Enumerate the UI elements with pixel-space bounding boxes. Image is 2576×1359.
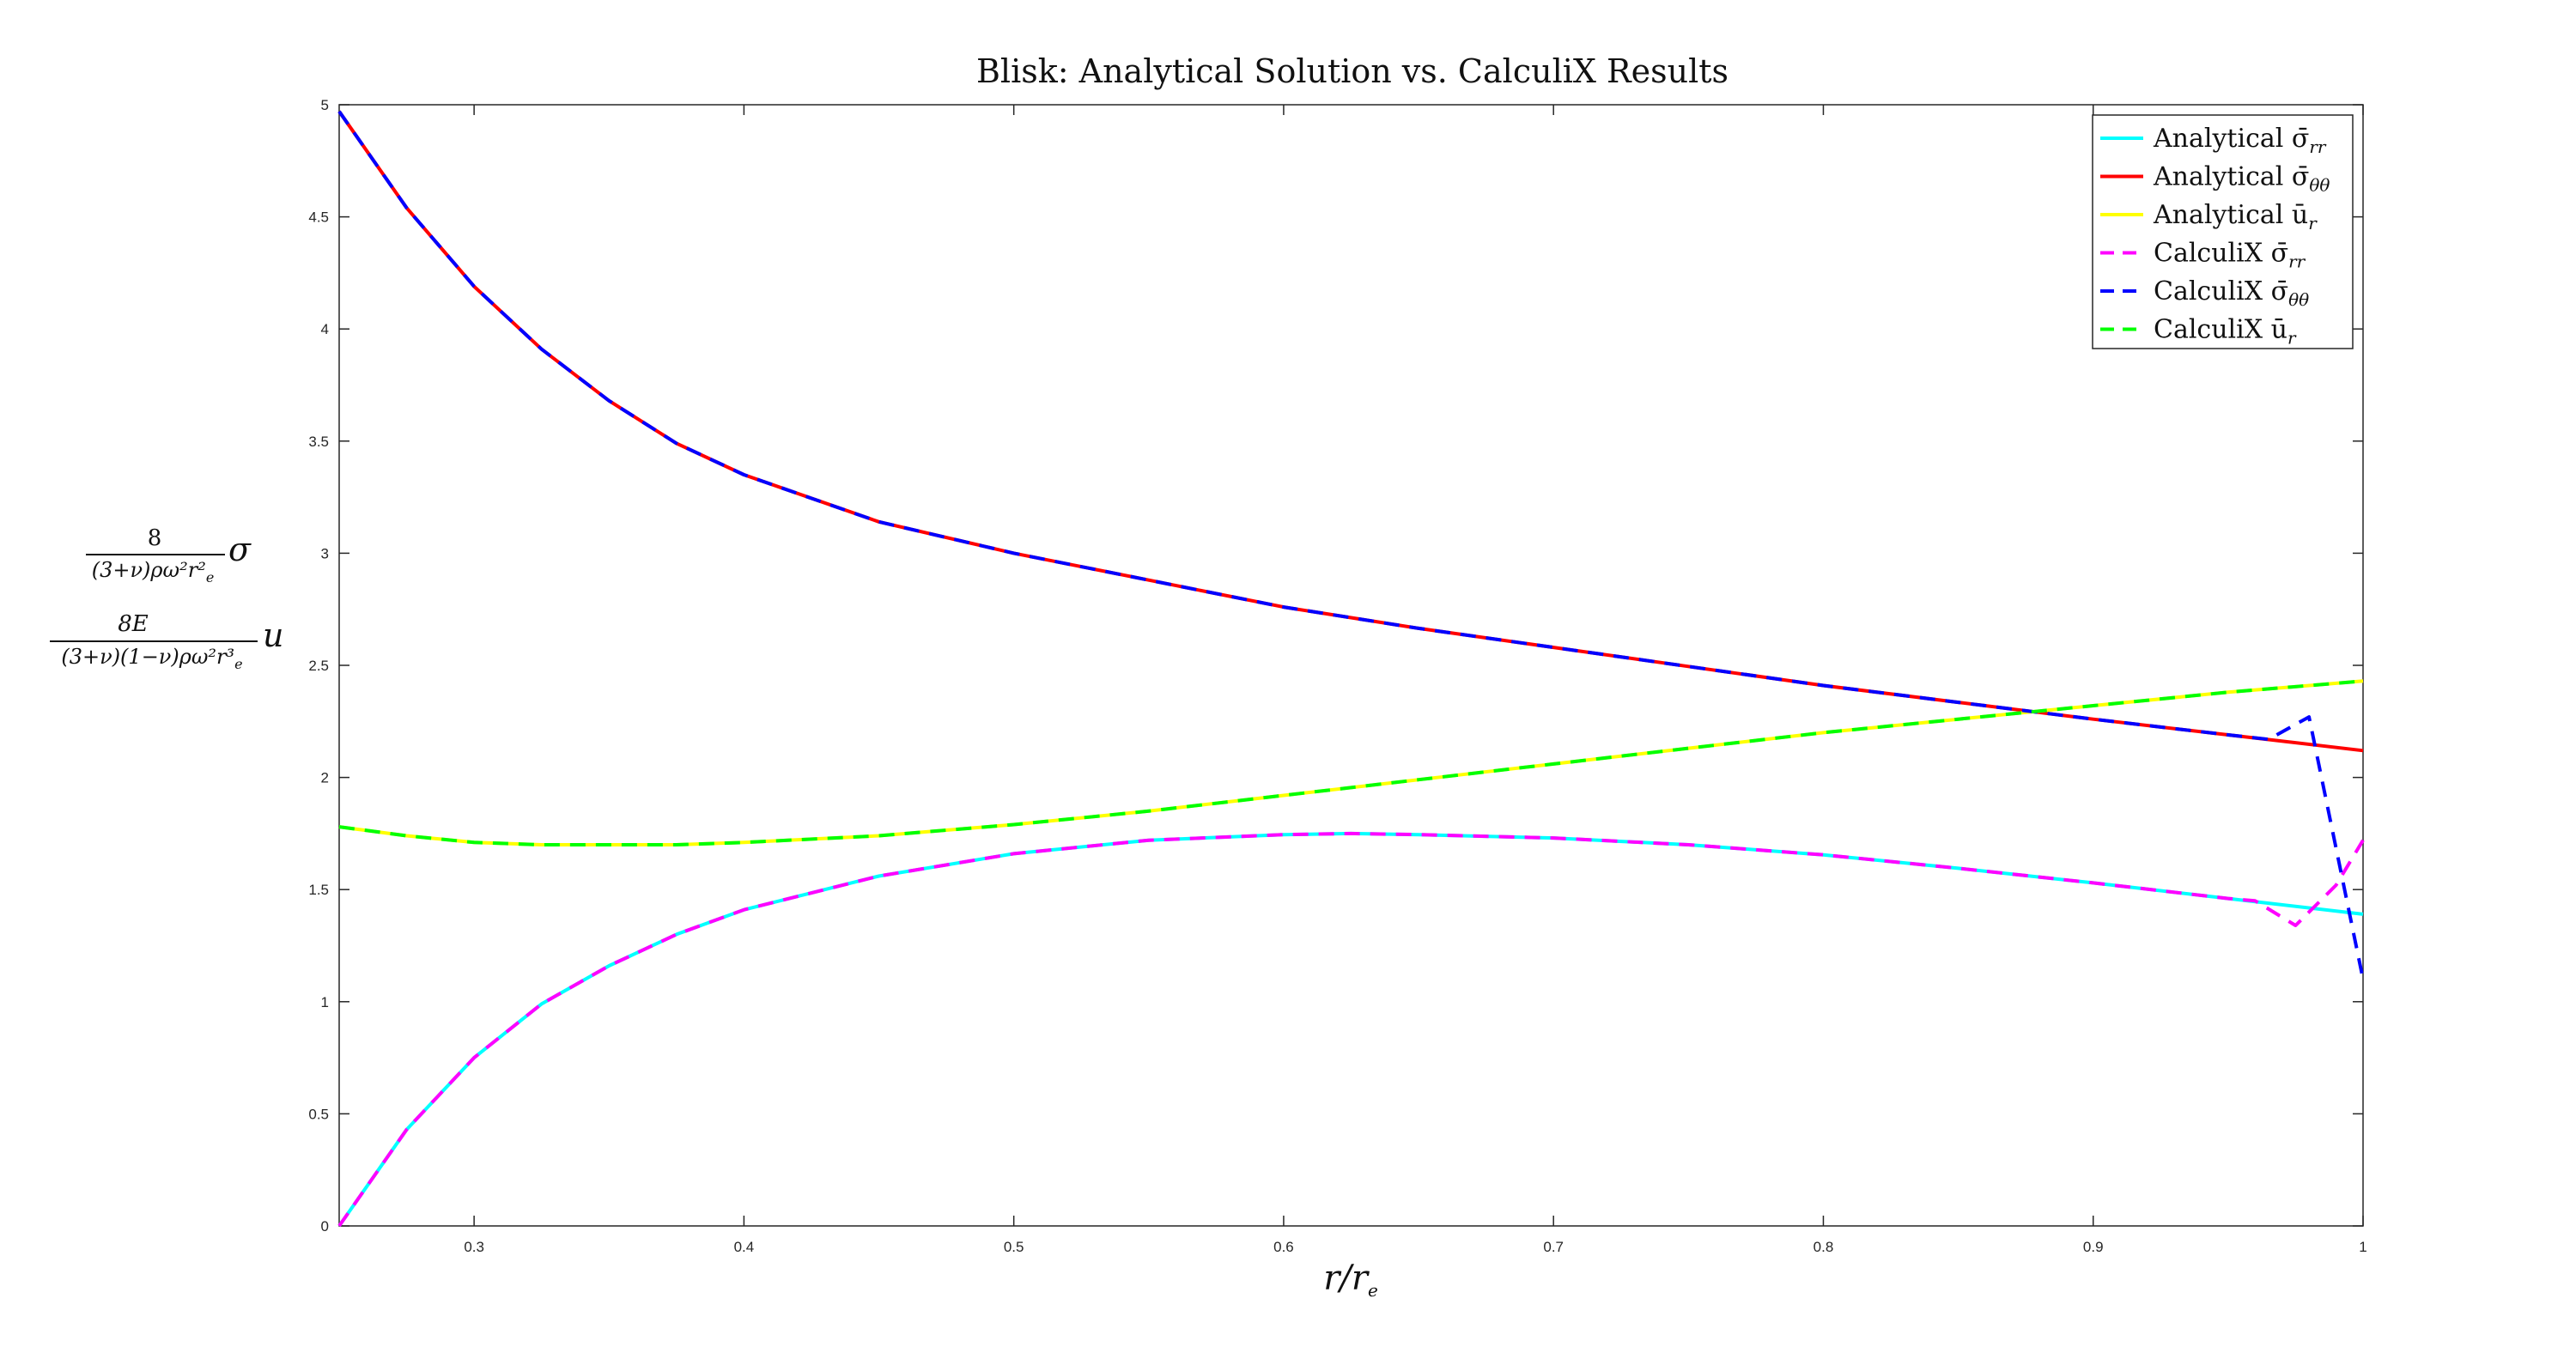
legend-box bbox=[2092, 114, 2354, 349]
plot-area bbox=[338, 104, 2364, 1227]
legend-label: Analytical ūr bbox=[2153, 200, 2318, 234]
x-axis-label: r/re bbox=[1323, 1259, 1378, 1301]
series-line bbox=[337, 110, 2365, 980]
y-label-1-numerator: 8 bbox=[148, 525, 162, 551]
legend-label-main: Analytical σ̄ bbox=[2153, 162, 2309, 192]
y-tick-label: 0.5 bbox=[308, 1106, 329, 1122]
x-tick-label: 0.8 bbox=[1814, 1239, 1834, 1255]
legend-label-main: CalculiX ū bbox=[2154, 315, 2287, 345]
y-tick-label: 5 bbox=[321, 97, 329, 113]
legend-label: Analytical σ̄rr bbox=[2153, 124, 2327, 157]
legend-label-main: CalculiX σ̄ bbox=[2154, 239, 2288, 269]
y-label-2-variable: u bbox=[263, 616, 283, 654]
x-tick-label: 0.5 bbox=[1004, 1239, 1024, 1255]
series-line bbox=[337, 831, 2365, 1228]
data-series bbox=[337, 110, 2365, 1228]
legend-label-main: CalculiX σ̄ bbox=[2154, 276, 2288, 306]
legend-label: CalculiX σ̄rr bbox=[2154, 239, 2306, 272]
y-label-1-denominator: (3+ν)ρω²r²e bbox=[92, 558, 215, 585]
legend-label-sub: rr bbox=[2288, 252, 2306, 272]
y-label-1-variable: σ bbox=[228, 531, 252, 568]
y-tick-label: 3 bbox=[321, 545, 329, 561]
legend-label-main: Analytical ū bbox=[2153, 200, 2308, 230]
x-tick-label: 0.3 bbox=[464, 1239, 484, 1255]
legend-label: CalculiX σ̄θθ bbox=[2154, 276, 2309, 310]
y-tick-label: 2.5 bbox=[308, 658, 329, 674]
y-tick-label: 3.5 bbox=[308, 434, 329, 450]
y-tick-label: 4.5 bbox=[308, 209, 329, 226]
axis-ticks bbox=[339, 104, 2364, 1227]
y-tick-label: 1.5 bbox=[308, 882, 329, 898]
legend-label: CalculiX ūr bbox=[2154, 315, 2297, 349]
legend-label-sub: θθ bbox=[2288, 289, 2309, 310]
axis-tick-labels: 0.3 0.4 0.5 0.6 0.7 0.8 0.9 1 0 0.5 1 1.5 2 2.5 3 3.5 4 4… bbox=[308, 97, 2366, 1255]
chart-title: Blisk: Analytical Solution vs. CalculiX … bbox=[976, 52, 1728, 90]
y-tick-label: 4 bbox=[321, 321, 329, 337]
y-tick-label: 2 bbox=[321, 770, 329, 786]
x-axis-label-main: r/r bbox=[1323, 1259, 1370, 1298]
legend-label-sub: r bbox=[2308, 213, 2318, 234]
y-axis-label: 8 (3+ν)ρω²r²e σ 8E (3+ν)(1−ν)ρω²r³e u bbox=[50, 525, 283, 672]
legend-label-main: Analytical σ̄ bbox=[2153, 124, 2309, 154]
x-tick-label: 0.4 bbox=[734, 1239, 755, 1255]
y-label-2-numerator: 8E bbox=[118, 611, 149, 637]
x-tick-label: 0.9 bbox=[2083, 1239, 2104, 1255]
y-tick-label: 1 bbox=[321, 994, 329, 1010]
x-axis-label-sub: e bbox=[1368, 1280, 1378, 1301]
legend-label-sub: rr bbox=[2309, 137, 2327, 157]
x-tick-label: 0.7 bbox=[1543, 1239, 1564, 1255]
legend-label-sub: r bbox=[2287, 328, 2297, 349]
legend-label: Analytical σ̄θθ bbox=[2153, 162, 2330, 196]
legend-label-sub: θθ bbox=[2309, 175, 2330, 196]
series-line bbox=[338, 679, 2364, 846]
y-tick-label: 0 bbox=[321, 1218, 329, 1235]
y-label-2-denominator: (3+ν)(1−ν)ρω²r³e bbox=[61, 645, 242, 672]
x-tick-label: 0.6 bbox=[1273, 1239, 1294, 1255]
x-tick-label: 1 bbox=[2359, 1239, 2366, 1255]
